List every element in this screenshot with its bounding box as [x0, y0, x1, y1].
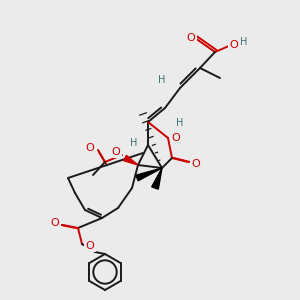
Text: H: H [130, 138, 138, 148]
Text: O: O [187, 33, 195, 43]
Text: H: H [240, 37, 248, 47]
Polygon shape [124, 155, 138, 165]
Text: H: H [176, 118, 184, 128]
Text: O: O [85, 143, 94, 153]
Text: O: O [112, 147, 120, 157]
Text: O: O [192, 159, 200, 169]
Polygon shape [152, 168, 162, 189]
Text: H: H [158, 75, 166, 85]
Text: O: O [172, 133, 180, 143]
Polygon shape [136, 168, 162, 181]
Text: O: O [51, 218, 59, 228]
Text: O: O [230, 40, 238, 50]
Text: O: O [85, 241, 94, 251]
